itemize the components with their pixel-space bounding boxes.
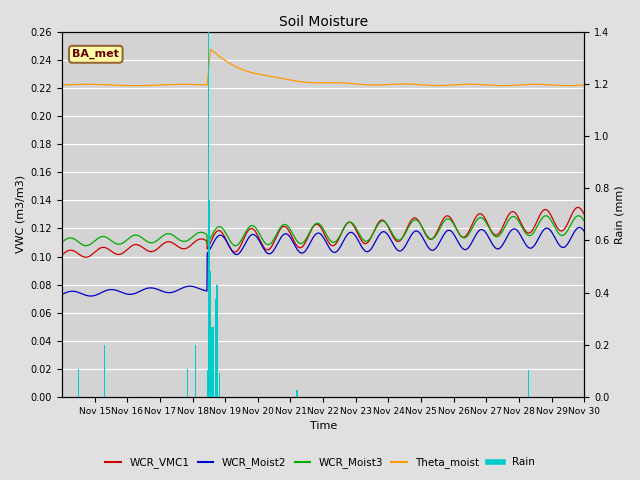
Bar (104, 345, 105, 397)
Y-axis label: Rain (mm): Rain (mm) (615, 185, 625, 244)
Bar (216, 285, 218, 397)
Text: BA_met: BA_met (72, 49, 119, 60)
Bar (214, 299, 216, 397)
Bar (209, 200, 210, 397)
Bar (296, 390, 298, 397)
Bar (208, 32, 209, 397)
Legend: WCR_VMC1, WCR_Moist2, WCR_Moist3, Theta_moist, Rain: WCR_VMC1, WCR_Moist2, WCR_Moist3, Theta_… (101, 453, 539, 472)
Bar (210, 271, 211, 397)
Bar (207, 371, 208, 397)
Bar (195, 345, 196, 397)
X-axis label: Time: Time (310, 421, 337, 432)
Y-axis label: VWC (m3/m3): VWC (m3/m3) (15, 175, 25, 253)
Bar (211, 327, 212, 397)
Bar (187, 369, 188, 397)
Bar (219, 373, 220, 397)
Bar (77, 369, 79, 397)
Bar (528, 371, 529, 397)
Title: Soil Moisture: Soil Moisture (278, 15, 368, 29)
Bar (213, 327, 214, 397)
